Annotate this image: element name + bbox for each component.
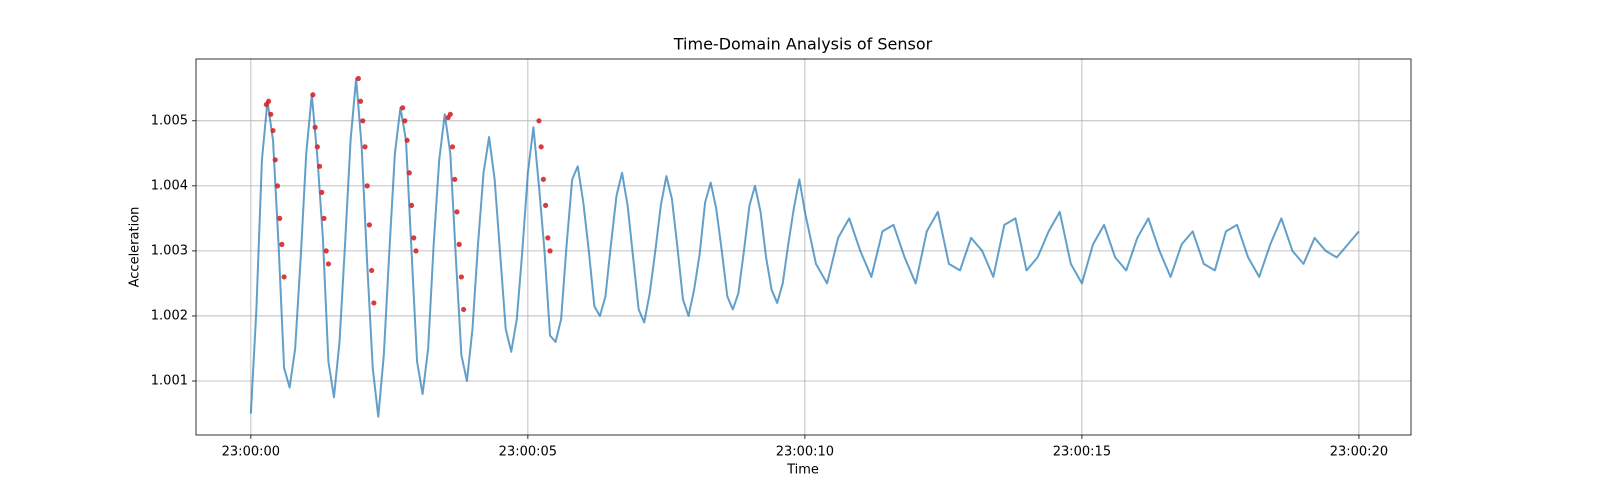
data-point (452, 176, 458, 182)
y-tick-label: 1.005 (151, 113, 188, 128)
data-point (310, 92, 316, 98)
data-point (314, 144, 320, 150)
data-point (279, 241, 285, 247)
data-point (325, 261, 332, 267)
data-point (281, 274, 287, 280)
data-point (277, 215, 283, 221)
data-point (371, 300, 377, 306)
data-point (406, 170, 412, 176)
y-axis-label: Acceleration (128, 207, 143, 288)
data-point (360, 118, 366, 124)
data-point (316, 163, 323, 169)
data-point (274, 183, 281, 189)
x-tick-label: 23:00:20 (1330, 445, 1388, 460)
x-tick-label: 23:00:10 (776, 445, 834, 460)
data-point (404, 137, 410, 143)
data-point (545, 235, 551, 241)
data-point (538, 144, 544, 150)
data-point (270, 127, 276, 134)
data-point (408, 202, 415, 208)
data-point (364, 183, 370, 189)
data-point (362, 144, 368, 150)
data-point (411, 235, 417, 241)
data-point (272, 157, 278, 163)
data-point (460, 306, 467, 313)
chart-title: Time-Domain Analysis of Sensor (673, 35, 933, 54)
data-point (400, 105, 406, 111)
data-point (536, 118, 542, 124)
data-point (413, 248, 419, 254)
data-point (319, 189, 325, 195)
data-line (249, 77, 1360, 418)
data-point (321, 215, 327, 221)
data-point (454, 209, 460, 215)
y-tick-label: 1.002 (151, 308, 188, 323)
data-point (402, 118, 408, 124)
data-point (312, 124, 318, 130)
x-axis-label: Time (786, 463, 819, 478)
data-point (355, 75, 361, 82)
data-point (456, 241, 462, 247)
data-point (268, 111, 274, 117)
data-point (447, 111, 453, 117)
x-tick-label: 23:00:05 (499, 445, 557, 460)
y-tick-label: 1.004 (151, 178, 188, 193)
x-tick-label: 23:00:00 (222, 445, 280, 460)
data-point (540, 176, 546, 182)
data-point (366, 222, 373, 228)
data-point (542, 202, 549, 208)
plot-frame (195, 58, 1412, 436)
y-tick-label: 1.003 (151, 243, 188, 258)
data-point (357, 98, 364, 104)
data-point (369, 267, 375, 274)
x-tick-label: 23:00:15 (1053, 445, 1111, 460)
data-point (323, 248, 329, 254)
data-point (547, 248, 553, 254)
data-point (449, 144, 456, 150)
data-point (265, 98, 272, 104)
y-tick-label: 1.001 (151, 374, 188, 389)
data-point (458, 274, 464, 280)
